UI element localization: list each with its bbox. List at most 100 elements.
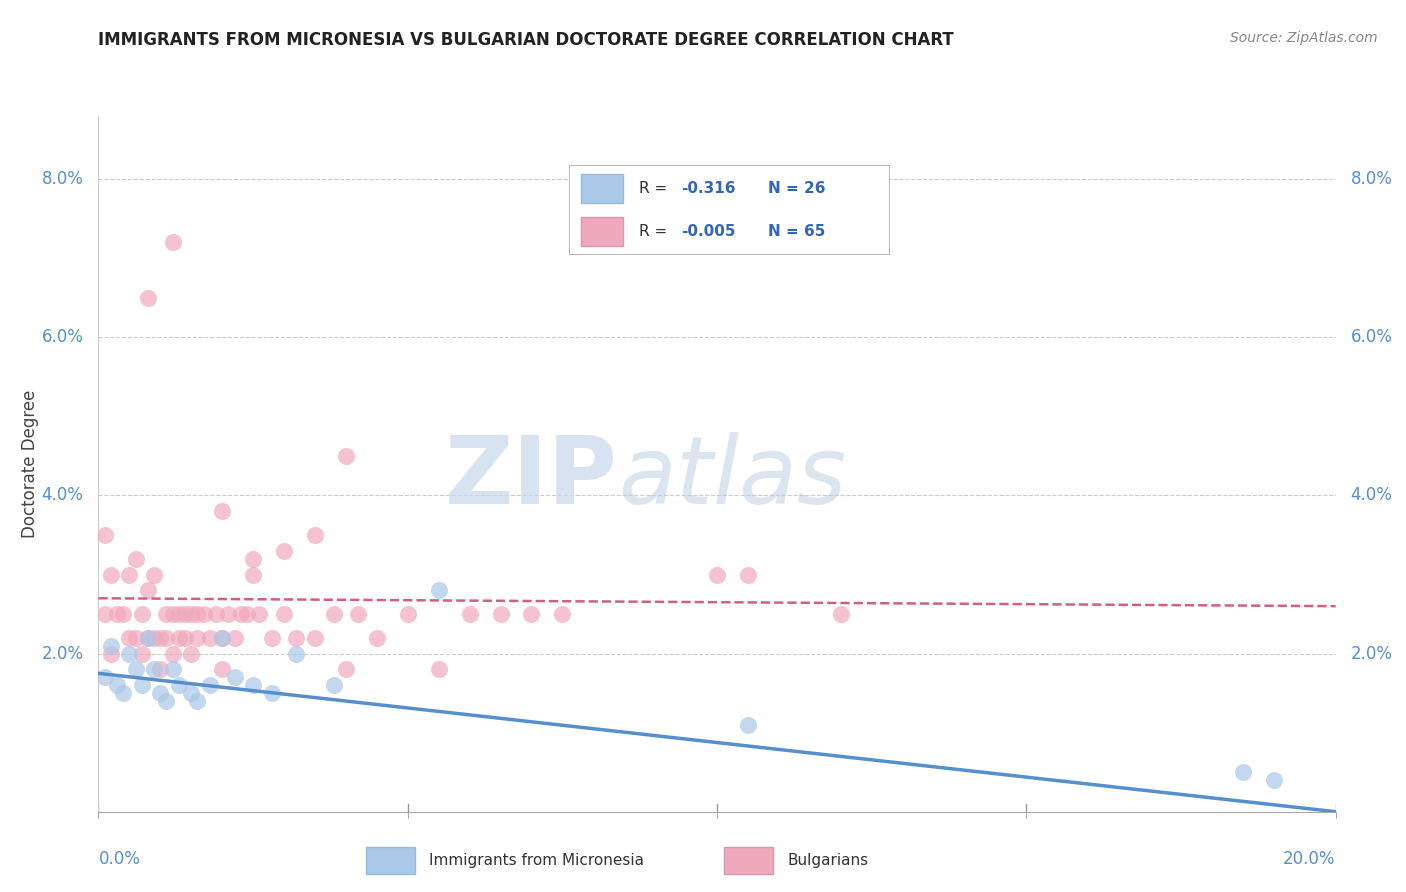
Point (136, 291, 159, 305)
Point (211, 631, 233, 645)
Point (118, 631, 141, 645)
Point (229, 607, 252, 621)
Point (489, 607, 512, 621)
Point (167, 631, 190, 645)
Text: ZIP: ZIP (446, 432, 619, 524)
Point (427, 662, 450, 676)
FancyBboxPatch shape (582, 174, 623, 202)
FancyBboxPatch shape (366, 847, 415, 874)
Point (1232, 765, 1254, 780)
Text: 6.0%: 6.0% (42, 328, 83, 346)
Point (1263, 773, 1285, 788)
Point (167, 607, 190, 621)
Text: 0.0%: 0.0% (98, 850, 141, 868)
Point (124, 551, 146, 566)
Point (100, 639, 122, 653)
Point (112, 607, 135, 621)
Point (174, 607, 197, 621)
Point (136, 583, 159, 598)
Text: R =: R = (640, 181, 672, 195)
Text: Doctorate Degree: Doctorate Degree (21, 390, 39, 538)
FancyBboxPatch shape (568, 165, 890, 255)
Point (427, 583, 450, 598)
Point (193, 607, 215, 621)
Point (273, 607, 295, 621)
Point (737, 717, 759, 731)
Point (211, 504, 233, 518)
Point (100, 647, 122, 661)
Point (236, 607, 259, 621)
Point (105, 678, 128, 692)
Point (322, 678, 344, 692)
Point (322, 607, 344, 621)
Text: N = 65: N = 65 (768, 224, 825, 239)
Point (551, 607, 574, 621)
Point (174, 631, 197, 645)
Point (93, 607, 115, 621)
Point (335, 449, 357, 463)
Text: -0.005: -0.005 (681, 224, 735, 239)
Point (396, 607, 419, 621)
Point (124, 631, 146, 645)
Text: IMMIGRANTS FROM MICRONESIA VS BULGARIAN DOCTORATE DEGREE CORRELATION CHART: IMMIGRANTS FROM MICRONESIA VS BULGARIAN … (98, 31, 955, 49)
Point (136, 631, 159, 645)
Point (242, 678, 264, 692)
Point (100, 567, 122, 582)
Point (198, 631, 221, 645)
Point (162, 235, 184, 250)
Point (247, 607, 270, 621)
Point (167, 678, 190, 692)
Point (186, 631, 208, 645)
Point (155, 694, 177, 708)
Point (706, 567, 728, 582)
Point (260, 686, 283, 700)
Text: atlas: atlas (619, 433, 846, 524)
Point (143, 662, 166, 676)
Point (242, 567, 264, 582)
Text: 8.0%: 8.0% (1351, 170, 1392, 188)
Point (211, 631, 233, 645)
Text: N = 26: N = 26 (768, 181, 825, 195)
Point (105, 607, 128, 621)
Text: Source: ZipAtlas.com: Source: ZipAtlas.com (1230, 31, 1378, 45)
Text: -0.316: -0.316 (681, 181, 735, 195)
Text: R =: R = (640, 224, 672, 239)
Point (162, 662, 184, 676)
Text: 4.0%: 4.0% (1351, 486, 1392, 505)
Point (217, 607, 239, 621)
Point (143, 567, 166, 582)
Point (285, 647, 308, 661)
Point (180, 607, 202, 621)
Point (520, 607, 543, 621)
Point (273, 543, 295, 558)
Point (737, 567, 759, 582)
Point (224, 631, 246, 645)
Point (347, 607, 370, 621)
Point (149, 686, 172, 700)
Point (155, 631, 177, 645)
Point (458, 607, 481, 621)
Point (335, 662, 357, 676)
Text: 4.0%: 4.0% (42, 486, 83, 505)
Point (162, 647, 184, 661)
Point (131, 647, 153, 661)
Point (366, 631, 388, 645)
Point (131, 607, 153, 621)
Point (224, 670, 246, 684)
Point (205, 607, 228, 621)
Point (180, 647, 202, 661)
Text: 2.0%: 2.0% (1351, 645, 1392, 663)
Point (285, 631, 308, 645)
Point (242, 551, 264, 566)
Point (124, 662, 146, 676)
Text: 20.0%: 20.0% (1284, 850, 1336, 868)
Point (180, 686, 202, 700)
Point (304, 528, 326, 542)
Point (118, 647, 141, 661)
Point (211, 662, 233, 676)
Point (93, 670, 115, 684)
Point (186, 607, 208, 621)
Point (155, 607, 177, 621)
Text: 8.0%: 8.0% (42, 170, 83, 188)
Point (198, 678, 221, 692)
